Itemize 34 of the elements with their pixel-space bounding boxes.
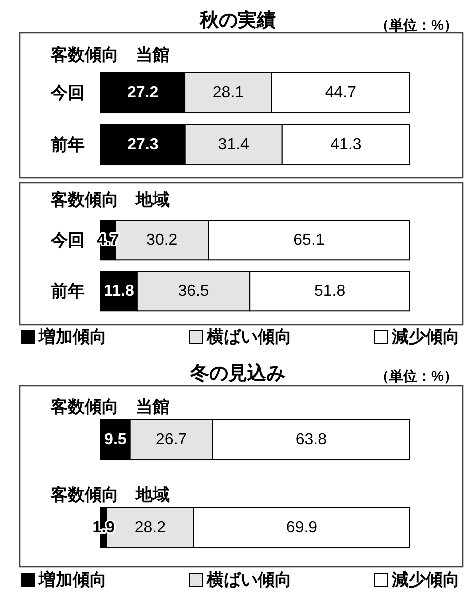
- data-label: 30.2: [146, 232, 178, 249]
- data-label: 28.2: [134, 520, 166, 536]
- chart-title: 客数傾向 地域: [50, 486, 170, 504]
- chart-subtitle: 客数傾向 当館: [50, 398, 170, 416]
- data-label: 28.1: [212, 84, 244, 102]
- text: （単位：%）: [376, 368, 458, 384]
- chart-title: 秋の実績: [199, 10, 276, 32]
- chart-title: 客数傾向 地域: [50, 190, 170, 210]
- legend-label: 減少傾向: [391, 570, 460, 590]
- legend-label: 減少傾向: [391, 328, 460, 346]
- text: （単位：%）: [376, 17, 458, 33]
- data-label: 65.1: [294, 232, 325, 249]
- chart-title: 冬の見込み: [190, 362, 286, 384]
- data-label: 26.7: [156, 432, 188, 448]
- data-label: 11.8: [104, 283, 134, 300]
- chart-subtitle: 客数傾向 当館: [50, 46, 170, 64]
- data-label: 44.7: [325, 84, 357, 102]
- data-label: 9.5: [104, 432, 127, 448]
- data-label: 69.9: [286, 520, 318, 536]
- data-label: 31.4: [218, 136, 250, 154]
- data-label: 36.5: [178, 283, 210, 300]
- data-label: 27.2: [127, 84, 159, 102]
- y-tick-label: 今回: [50, 231, 85, 250]
- legend-label: 増加傾向: [38, 570, 107, 590]
- data-label: 41.3: [330, 136, 362, 154]
- y-tick-label: 前年: [50, 282, 85, 301]
- legend-label: 横ばい傾向: [206, 328, 292, 346]
- data-label: 63.8: [296, 432, 328, 448]
- legend-label: 増加傾向: [38, 326, 107, 346]
- y-tick-label: 前年: [50, 136, 85, 154]
- data-label: 51.8: [314, 283, 346, 300]
- y-tick-label: 今回: [50, 84, 85, 102]
- data-label: 27.3: [128, 136, 159, 154]
- legend-label: 横ばい傾向: [206, 570, 292, 590]
